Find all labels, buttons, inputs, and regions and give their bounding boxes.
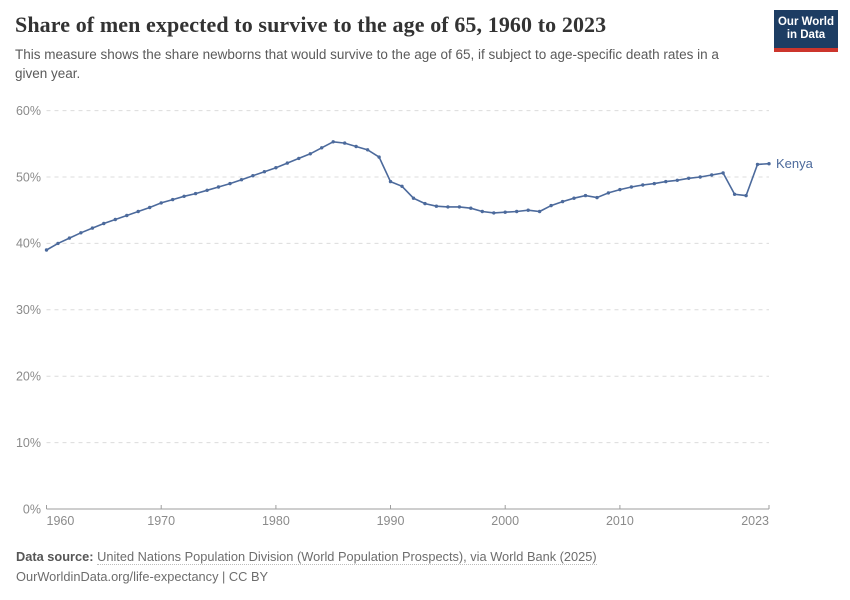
svg-text:2010: 2010 xyxy=(606,514,634,528)
svg-text:2000: 2000 xyxy=(491,514,519,528)
data-source-line: Data source: United Nations Population D… xyxy=(16,547,597,567)
y-gridlines xyxy=(46,110,769,510)
owid-logo-line1: Our World xyxy=(777,16,834,28)
svg-text:10%: 10% xyxy=(16,436,41,450)
svg-text:1990: 1990 xyxy=(377,514,405,528)
chart-footer: Data source: United Nations Population D… xyxy=(16,547,597,587)
owid-logo[interactable]: Our World in Data xyxy=(774,10,838,52)
svg-text:2023: 2023 xyxy=(741,514,769,528)
svg-text:1960: 1960 xyxy=(47,514,75,528)
svg-text:1970: 1970 xyxy=(147,514,175,528)
data-source-label: Data source: xyxy=(16,549,94,564)
svg-text:0%: 0% xyxy=(23,502,41,516)
chart-header: Share of men expected to survive to the … xyxy=(15,12,760,83)
svg-text:30%: 30% xyxy=(16,303,41,317)
data-source-link[interactable]: United Nations Population Division (Worl… xyxy=(97,549,597,565)
svg-text:40%: 40% xyxy=(16,237,41,251)
data-line-kenya[interactable] xyxy=(46,140,770,251)
chart-title: Share of men expected to survive to the … xyxy=(15,12,607,37)
y-axis-labels: 0% 10% 20% 30% 40% 50% 60% xyxy=(16,104,41,516)
series-label-kenya[interactable]: Kenya xyxy=(776,156,814,171)
svg-text:50%: 50% xyxy=(16,170,41,184)
data-points-kenya[interactable] xyxy=(44,140,771,252)
owid-logo-line2: in Data xyxy=(786,29,826,41)
x-axis-labels: 1960 1970 1980 1990 2000 2010 2023 xyxy=(46,505,770,528)
chart-subtitle: This measure shows the share newborns th… xyxy=(15,47,719,82)
license-line: OurWorldinData.org/life-expectancy | CC … xyxy=(16,569,269,584)
line-chart[interactable]: 0% 10% 20% 30% 40% 50% 60% 1960 1970 1980 1990 2000… xyxy=(0,95,850,545)
svg-text:1980: 1980 xyxy=(262,514,290,528)
svg-text:20%: 20% xyxy=(16,370,41,384)
svg-text:60%: 60% xyxy=(16,104,41,118)
